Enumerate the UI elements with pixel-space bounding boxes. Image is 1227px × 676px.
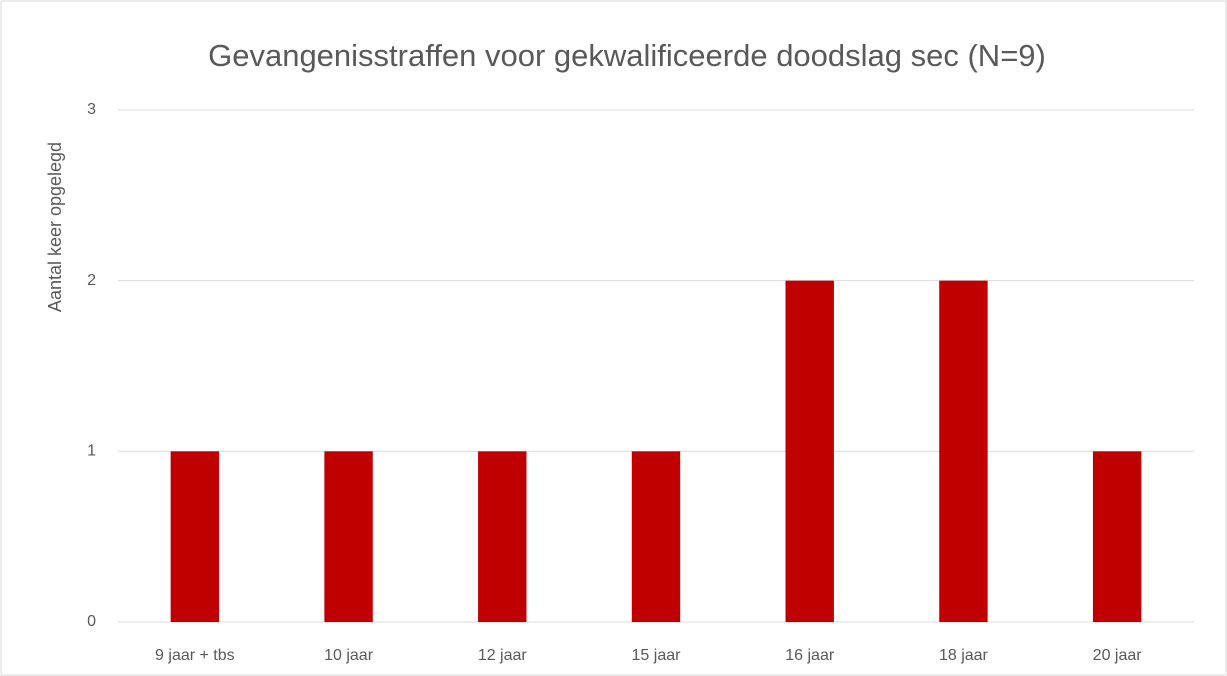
chart-title: Gevangenisstraffen voor gekwalificeerde … — [208, 38, 1046, 73]
x-tick-label: 18 jaar — [939, 647, 989, 664]
bar — [324, 451, 373, 622]
y-tick-label: 2 — [87, 272, 96, 289]
bar — [478, 451, 527, 622]
bar — [631, 451, 681, 622]
x-tick-label: 16 jaar — [785, 647, 835, 664]
x-tick-label: 9 jaar + tbs — [155, 647, 235, 664]
y-tick-label: 0 — [87, 613, 96, 630]
bar — [785, 280, 834, 622]
y-axis-label: Aantal keer opgelegd — [45, 142, 65, 312]
x-tick-label: 12 jaar — [478, 647, 528, 664]
bar — [939, 280, 988, 622]
bar — [1092, 451, 1142, 622]
x-tick-label: 10 jaar — [324, 647, 374, 664]
y-tick-label: 1 — [87, 443, 96, 460]
bar — [170, 451, 220, 622]
x-tick-label: 20 jaar — [1093, 647, 1143, 664]
x-tick-label: 15 jaar — [632, 647, 682, 664]
y-tick-label: 3 — [87, 101, 96, 118]
